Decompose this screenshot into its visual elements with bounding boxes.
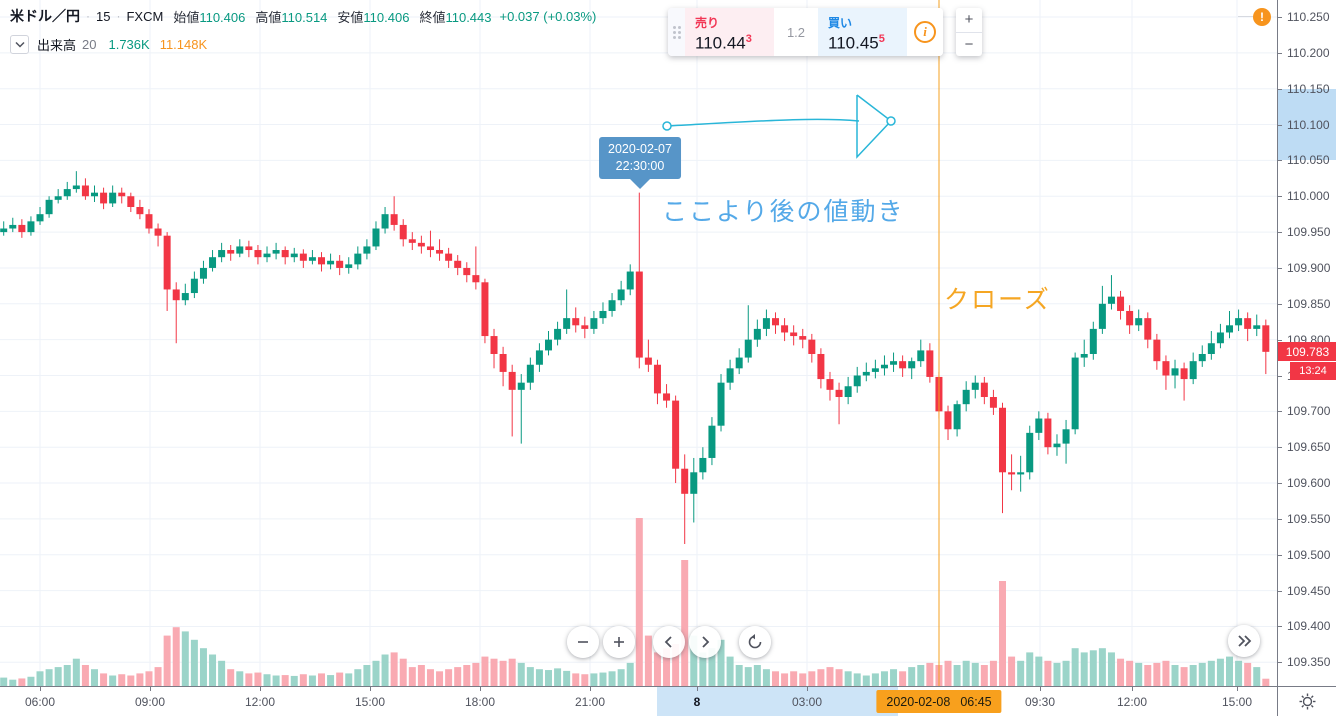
chevron-down-icon xyxy=(14,41,25,48)
order-panel: 売り 110.443 1.2 買い 110.455 i xyxy=(668,8,943,56)
time-tick-label: 09:30 xyxy=(1024,695,1056,709)
legend: 米ドル／円 · 15 · FXCM 始値110.406 高値110.514 安値… xyxy=(10,6,596,54)
volume-indicator-name[interactable]: 出来高 xyxy=(37,38,77,53)
event-tooltip-date: 2020-02-07 xyxy=(608,142,672,156)
time-tick-label: 09:00 xyxy=(134,695,166,709)
time-axis-highlight xyxy=(657,687,898,716)
reset-icon xyxy=(748,634,762,649)
time-tick-label: 12:00 xyxy=(244,695,276,709)
plus-icon xyxy=(614,637,624,647)
chevron-right-icon xyxy=(702,636,710,648)
price-tick-label: 109.350 xyxy=(1287,655,1331,670)
session-close-label: 2020-02-08 06:45 xyxy=(876,690,1002,713)
scroll-right-button[interactable] xyxy=(689,626,721,658)
sell-label: 売り xyxy=(695,16,720,30)
price-tick-label: 110.050 xyxy=(1287,153,1330,168)
current-price-label: 109.783 xyxy=(1278,342,1336,362)
zoom-out-button[interactable] xyxy=(567,626,599,658)
bar-countdown: 13:24 xyxy=(1290,362,1336,381)
price-axis[interactable]: 110.250 110.200 110.150 110.100 110.050 110.0… xyxy=(1277,0,1336,686)
price-tick-label: 109.450 xyxy=(1287,583,1331,598)
event-tooltip[interactable]: 2020-02-07 22:30:00 xyxy=(599,137,681,179)
time-tick-label: 06:00 xyxy=(24,695,56,709)
time-axis[interactable]: 06:00 09:00 12:00 15:00 18:00 21:00 8 03:00 09:3… xyxy=(0,686,1277,716)
price-tick-label: 109.400 xyxy=(1287,619,1331,634)
ohlc-close: 終値110.443 xyxy=(419,9,492,25)
info-section: i xyxy=(907,8,943,56)
ohlc-high: 高値110.514 xyxy=(255,9,328,25)
time-tick-label: 18:00 xyxy=(464,695,496,709)
session-close-time: 06:45 xyxy=(960,694,992,709)
buy-button[interactable]: 買い 110.455 xyxy=(818,8,907,56)
price-tick-label: 109.550 xyxy=(1287,511,1331,526)
price-tick-label: 110.100 xyxy=(1287,117,1330,132)
price-tick-label: 109.900 xyxy=(1287,260,1331,275)
price-axis-highlight xyxy=(1278,89,1336,161)
time-tick-label: 12:00 xyxy=(1116,695,1148,709)
sell-button[interactable]: 売り 110.443 xyxy=(685,8,774,56)
volume-current-value: 1.736K xyxy=(108,37,150,52)
collapse-indicator-button[interactable] xyxy=(10,35,29,54)
change-value: +0.037 (+0.03%) xyxy=(499,8,597,24)
chart-area[interactable]: 2020-02-07 22:30:00 ここより後の値動き クローズ ! xyxy=(0,0,1277,686)
price-tick-label: 109.600 xyxy=(1287,476,1331,491)
spread-value: 1.2 xyxy=(774,8,818,56)
go-to-realtime-button[interactable] xyxy=(1228,625,1260,657)
zoom-in-button[interactable] xyxy=(603,626,635,658)
note-close-text[interactable]: クローズ xyxy=(944,286,1051,314)
arrow-start-handle[interactable] xyxy=(662,121,672,131)
minus-icon xyxy=(578,641,588,643)
ohlc-open: 始値110.406 xyxy=(173,9,246,25)
price-tick-label: 109.850 xyxy=(1287,296,1331,311)
quantity-minus-button[interactable]: − xyxy=(964,35,974,53)
price-tick-label: 110.000 xyxy=(1287,189,1330,204)
timezone-settings[interactable] xyxy=(1277,686,1336,716)
note-after-text[interactable]: ここより後の値動き xyxy=(662,198,905,226)
session-close-date: 2020-02-08 xyxy=(886,694,951,709)
arrow-drawing[interactable] xyxy=(662,94,896,159)
alert-icon[interactable]: ! xyxy=(1253,8,1271,26)
price-tick-label: 110.150 xyxy=(1287,81,1330,96)
chevron-left-icon xyxy=(664,636,672,648)
time-tick-label: 03:00 xyxy=(791,695,823,709)
price-tick-label: 109.950 xyxy=(1287,225,1331,240)
time-tick-label: 15:00 xyxy=(1221,695,1253,709)
info-icon[interactable]: i xyxy=(914,21,936,43)
quantity-plus-button[interactable]: + xyxy=(956,8,982,33)
separator-dot: · xyxy=(116,9,121,23)
volume-bars xyxy=(0,518,1270,686)
quantity-stepper: + − xyxy=(956,8,982,56)
symbol-title[interactable]: 米ドル／円 xyxy=(10,8,80,24)
gear-icon xyxy=(1299,693,1315,710)
buy-label: 買い xyxy=(828,16,853,30)
arrow-end-handle[interactable] xyxy=(886,116,896,126)
price-tick-label: 109.650 xyxy=(1287,440,1331,455)
interval-value[interactable]: 15 xyxy=(96,8,111,24)
alert-line xyxy=(1238,16,1254,17)
exchange-name: FXCM xyxy=(126,8,164,24)
scroll-left-button[interactable] xyxy=(653,626,685,658)
price-tick-label: 110.250 xyxy=(1287,10,1330,24)
price-tick-label: 110.200 xyxy=(1287,45,1330,60)
event-tooltip-time: 22:30:00 xyxy=(615,158,665,173)
separator-dot: · xyxy=(86,9,90,23)
volume-ma-length: 20 xyxy=(82,37,97,52)
time-tick-label: 15:00 xyxy=(354,695,386,709)
time-tick-label: 21:00 xyxy=(574,695,606,709)
price-tick-label: 109.700 xyxy=(1287,404,1331,419)
candlestick-chart[interactable] xyxy=(0,0,1277,686)
sell-price: 110.443 xyxy=(695,33,752,53)
candles xyxy=(0,171,1270,544)
fast-forward-icon xyxy=(1237,635,1251,647)
reset-view-button[interactable] xyxy=(739,626,771,658)
price-tick-label: 109.500 xyxy=(1287,547,1331,562)
buy-price: 110.455 xyxy=(828,33,885,53)
time-tick-label: 8 xyxy=(693,695,701,709)
drag-handle-icon[interactable] xyxy=(668,8,685,56)
volume-ma-value: 11.148K xyxy=(159,37,208,52)
ohlc-low: 安値110.406 xyxy=(337,9,410,25)
